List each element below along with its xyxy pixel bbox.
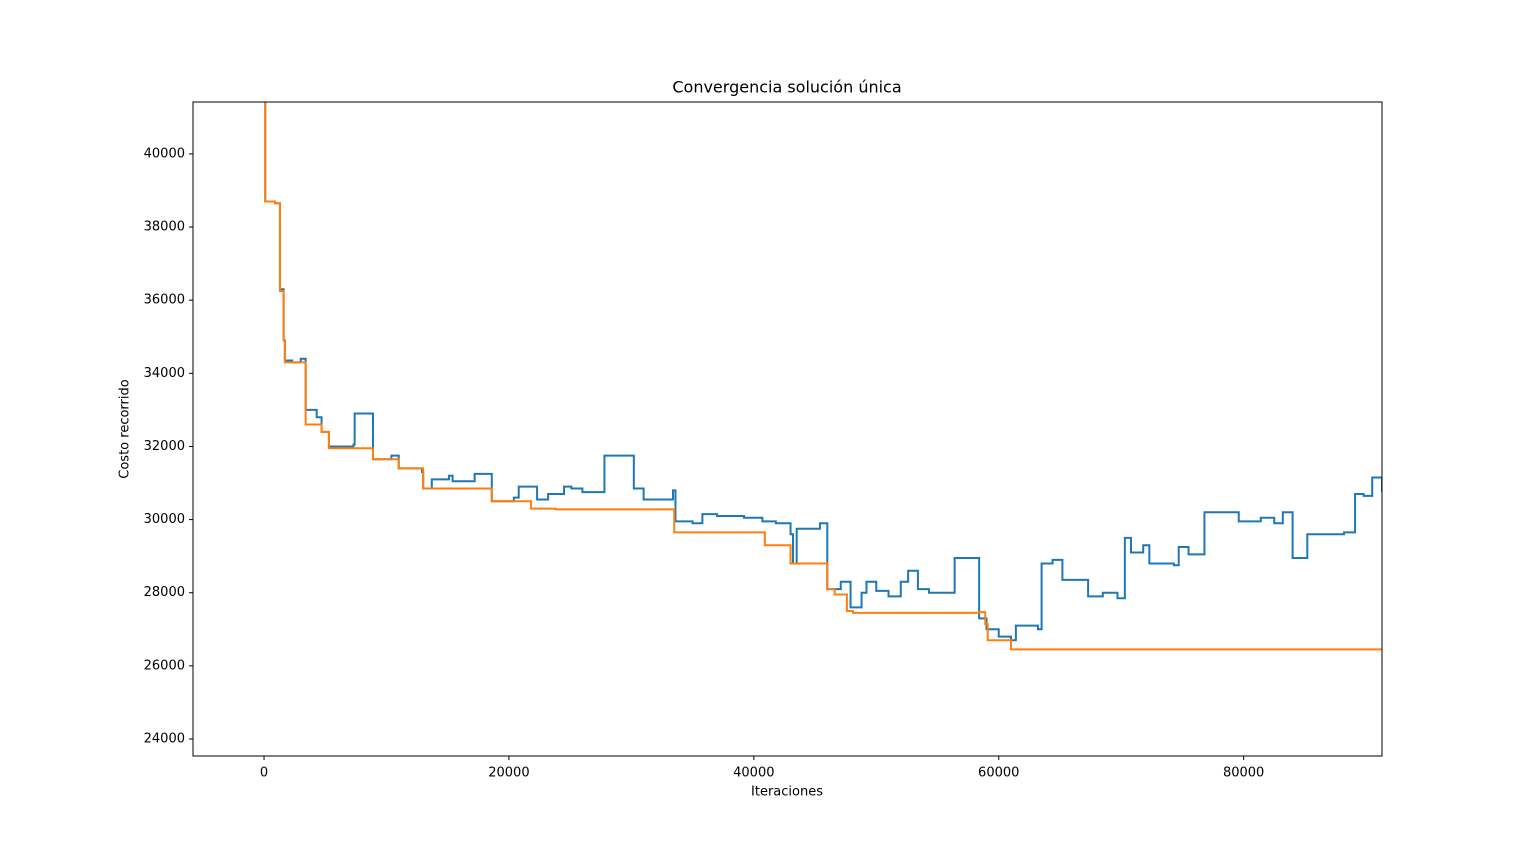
y-tick-label: 38000 <box>144 220 185 235</box>
x-axis-label: Iteraciones <box>751 785 823 800</box>
plot-frame <box>192 101 1383 757</box>
series-line <box>264 102 1382 642</box>
x-tick-label: 0 <box>260 766 268 781</box>
y-axis-label: Costo recorrido <box>118 379 133 478</box>
y-tick-label: 36000 <box>144 293 185 308</box>
y-tick-label: 34000 <box>144 366 185 381</box>
series-line <box>264 102 1382 651</box>
x-tick-label: 40000 <box>733 766 774 781</box>
plot-lines <box>264 102 1382 651</box>
y-tick-label: 28000 <box>144 585 185 600</box>
y-tick-label: 24000 <box>144 731 185 746</box>
chart-title: Convergencia solución única <box>672 78 901 97</box>
y-tick-label: 32000 <box>144 439 185 454</box>
y-tick-label: 26000 <box>144 658 185 673</box>
y-tick-label: 30000 <box>144 512 185 527</box>
x-tick-label: 20000 <box>488 766 529 781</box>
y-tick-label: 40000 <box>144 146 185 161</box>
x-tick-label: 80000 <box>1223 766 1264 781</box>
x-tick-label: 60000 <box>978 766 1019 781</box>
